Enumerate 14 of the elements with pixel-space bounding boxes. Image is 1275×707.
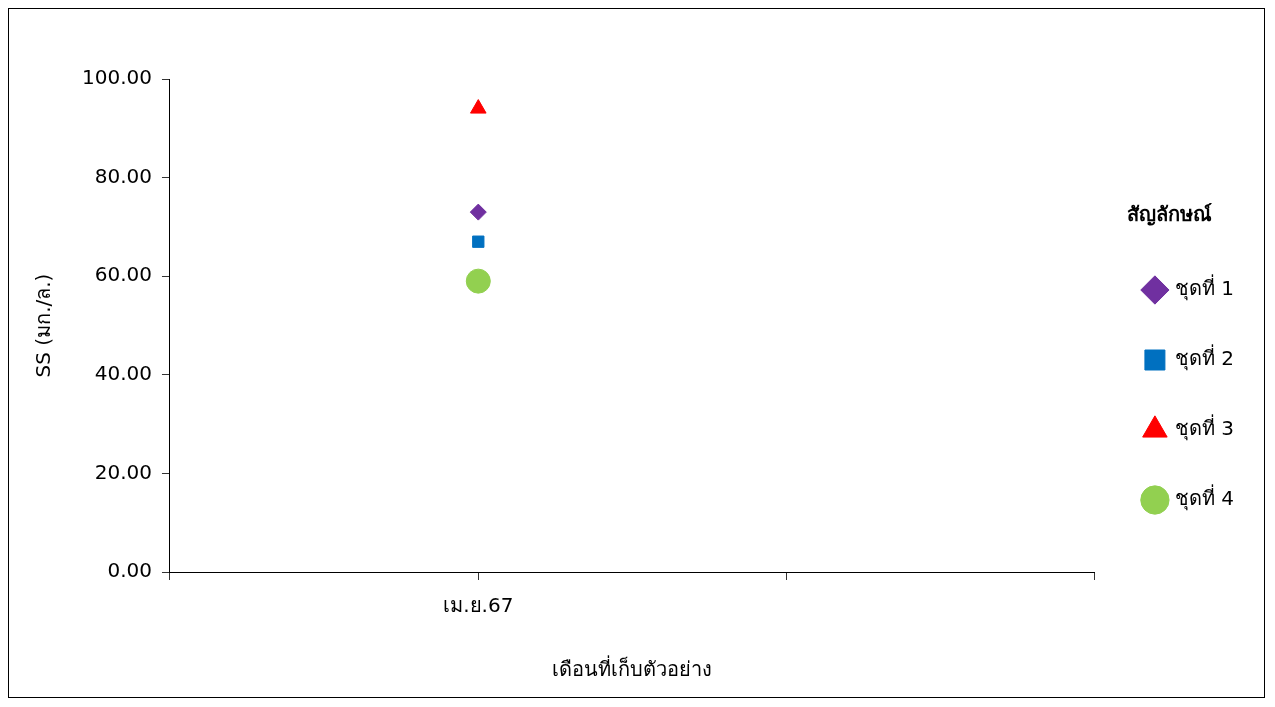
y-tick-label: 60.00 [94, 262, 152, 287]
y-tick-label: 100.00 [82, 65, 152, 90]
y-tick-label: 40.00 [94, 361, 152, 385]
legend-label: ชุดที่ 2 [1174, 344, 1235, 372]
y-axis-title: SS (มก./ล.) [31, 273, 56, 378]
y-tick-label: 20.00 [94, 459, 152, 484]
y-tick-label: 0.00 [107, 558, 152, 583]
x-tick-label: เม.ย.67 [443, 593, 514, 618]
legend-label: ชุดที่ 3 [1174, 414, 1235, 442]
legend-label: ชุดที่ 4 [1174, 484, 1235, 512]
legend-label: ชุดที่ 1 [1174, 274, 1235, 302]
legend-title: สัญลักษณ์ [1126, 202, 1212, 227]
x-axis-title: เดือนที่เก็บตัวอย่าง [552, 655, 713, 682]
y-tick-label: 80.00 [94, 163, 152, 188]
